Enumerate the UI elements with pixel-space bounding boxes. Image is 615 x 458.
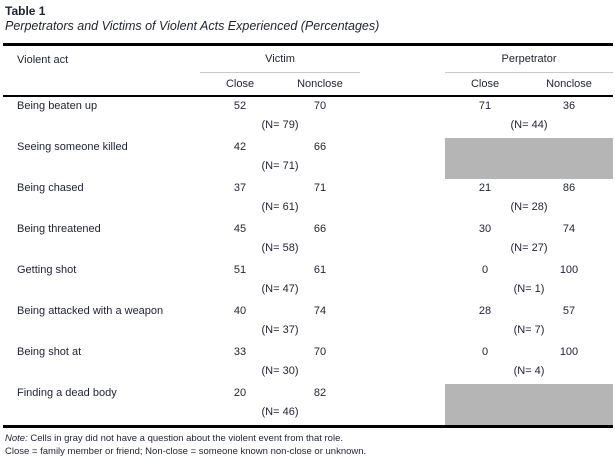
subheader-victim-nonclose: Nonclose bbox=[280, 73, 360, 97]
victim-n-label: (N= 30) bbox=[200, 364, 360, 384]
perp-n-label: (N= 28) bbox=[445, 200, 613, 220]
perp-close-value: 30 bbox=[445, 220, 525, 241]
table-row: Being shot at 33 70 0 100 bbox=[3, 343, 613, 364]
victim-nonclose-value: 82 bbox=[280, 384, 360, 405]
spacer-cell bbox=[360, 384, 445, 405]
spacer-cell bbox=[360, 343, 445, 364]
perp-n-label: (N= 1) bbox=[445, 282, 613, 302]
group-header-row: Violent act Victim Perpetrator bbox=[3, 45, 613, 73]
perp-nonclose-value: 100 bbox=[525, 343, 613, 364]
spacer-cell bbox=[360, 138, 445, 159]
perp-n-label: (N= 7) bbox=[445, 323, 613, 343]
perp-close-value: 71 bbox=[445, 96, 525, 118]
spacer-cell bbox=[360, 179, 445, 200]
spacer-cell bbox=[360, 220, 445, 241]
victim-nonclose-value: 70 bbox=[280, 343, 360, 364]
victim-nonclose-value: 66 bbox=[280, 138, 360, 159]
victim-close-value: 20 bbox=[200, 384, 280, 405]
table-n-row: (N= 58) (N= 27) bbox=[3, 241, 613, 261]
group-header-perpetrator: Perpetrator bbox=[445, 45, 613, 73]
note-line-1-text: Cells in gray did not have a question ab… bbox=[28, 433, 343, 444]
victim-n-label: (N= 79) bbox=[200, 118, 360, 138]
subheader-victim-close: Close bbox=[200, 73, 280, 97]
table-n-row: (N= 47) (N= 1) bbox=[3, 282, 613, 302]
table-row: Finding a dead body 20 82 bbox=[3, 384, 613, 405]
spacer-column bbox=[360, 45, 445, 97]
spacer-cell bbox=[360, 302, 445, 323]
victim-n-label: (N= 61) bbox=[200, 200, 360, 220]
victim-close-value: 52 bbox=[200, 96, 280, 118]
table-n-row: (N= 79) (N= 44) bbox=[3, 118, 613, 138]
table-row: Seeing someone killed 42 66 bbox=[3, 138, 613, 159]
spacer-cell bbox=[360, 96, 445, 118]
violent-act-label: Finding a dead body bbox=[3, 384, 200, 405]
table-title: Perpetrators and Victims of Violent Acts… bbox=[5, 19, 615, 34]
victim-n-label: (N= 37) bbox=[200, 323, 360, 343]
table-number: Table 1 bbox=[5, 4, 615, 18]
table-row: Getting shot 51 61 0 100 bbox=[3, 261, 613, 282]
victim-close-value: 37 bbox=[200, 179, 280, 200]
victim-n-label: (N= 58) bbox=[200, 241, 360, 261]
violent-act-label: Seeing someone killed bbox=[3, 138, 200, 159]
perp-close-value: 0 bbox=[445, 261, 525, 282]
perp-close-value: 28 bbox=[445, 302, 525, 323]
note-line-2: Close = family member or friend; Non-clo… bbox=[5, 446, 615, 458]
victim-close-value: 40 bbox=[200, 302, 280, 323]
table-row: Being chased 37 71 21 86 bbox=[3, 179, 613, 200]
table-n-row: (N= 61) (N= 28) bbox=[3, 200, 613, 220]
perp-nonclose-value: 74 bbox=[525, 220, 613, 241]
violent-act-label: Getting shot bbox=[3, 261, 200, 282]
perp-nonclose-value: 100 bbox=[525, 261, 613, 282]
title-block: Table 1 Perpetrators and Victims of Viol… bbox=[0, 0, 615, 34]
violent-act-label: Being beaten up bbox=[3, 96, 200, 118]
group-header-victim: Victim bbox=[200, 45, 360, 73]
subheader-perp-nonclose: Nonclose bbox=[525, 73, 613, 97]
data-table: Violent act Victim Perpetrator Close Non… bbox=[3, 43, 613, 428]
table-row: Being attacked with a weapon 40 74 28 57 bbox=[3, 302, 613, 323]
table-header: Violent act Victim Perpetrator Close Non… bbox=[3, 45, 613, 97]
column-header-violent-act: Violent act bbox=[3, 45, 200, 97]
gray-no-question-cell bbox=[445, 138, 613, 179]
perp-n-label: (N= 4) bbox=[445, 364, 613, 384]
violent-act-label: Being attacked with a weapon bbox=[3, 302, 200, 323]
perp-n-label: (N= 44) bbox=[445, 118, 613, 138]
perp-close-value: 0 bbox=[445, 343, 525, 364]
scanned-table-page: Table 1 Perpetrators and Victims of Viol… bbox=[0, 0, 615, 405]
victim-nonclose-value: 74 bbox=[280, 302, 360, 323]
victim-n-label: (N= 46) bbox=[200, 405, 360, 427]
violent-act-label: Being threatened bbox=[3, 220, 200, 241]
table-n-row: (N= 30) (N= 4) bbox=[3, 364, 613, 384]
victim-nonclose-value: 61 bbox=[280, 261, 360, 282]
victim-nonclose-value: 66 bbox=[280, 220, 360, 241]
victim-close-value: 42 bbox=[200, 138, 280, 159]
victim-close-value: 45 bbox=[200, 220, 280, 241]
victim-close-value: 51 bbox=[200, 261, 280, 282]
victim-n-label: (N= 47) bbox=[200, 282, 360, 302]
victim-nonclose-value: 71 bbox=[280, 179, 360, 200]
subheader-perp-close: Close bbox=[445, 73, 525, 97]
perp-n-label: (N= 27) bbox=[445, 241, 613, 261]
perp-close-value: 21 bbox=[445, 179, 525, 200]
victim-nonclose-value: 70 bbox=[280, 96, 360, 118]
note-line-1: Note: Cells in gray did not have a quest… bbox=[5, 433, 615, 446]
victim-close-value: 33 bbox=[200, 343, 280, 364]
violent-act-label: Being shot at bbox=[3, 343, 200, 364]
victim-n-label: (N= 71) bbox=[200, 159, 360, 179]
table-notes: Note: Cells in gray did not have a quest… bbox=[5, 433, 615, 458]
violent-act-label: Being chased bbox=[3, 179, 200, 200]
perp-nonclose-value: 86 bbox=[525, 179, 613, 200]
table-n-row: (N= 37) (N= 7) bbox=[3, 323, 613, 343]
perp-nonclose-value: 36 bbox=[525, 96, 613, 118]
table-row: Being beaten up 52 70 71 36 bbox=[3, 96, 613, 118]
table-body: Being beaten up 52 70 71 36 (N= 79) (N= … bbox=[3, 96, 613, 427]
note-label: Note: bbox=[5, 433, 28, 444]
perp-nonclose-value: 57 bbox=[525, 302, 613, 323]
gray-no-question-cell bbox=[445, 384, 613, 427]
spacer-cell bbox=[360, 261, 445, 282]
table-row: Being threatened 45 66 30 74 bbox=[3, 220, 613, 241]
